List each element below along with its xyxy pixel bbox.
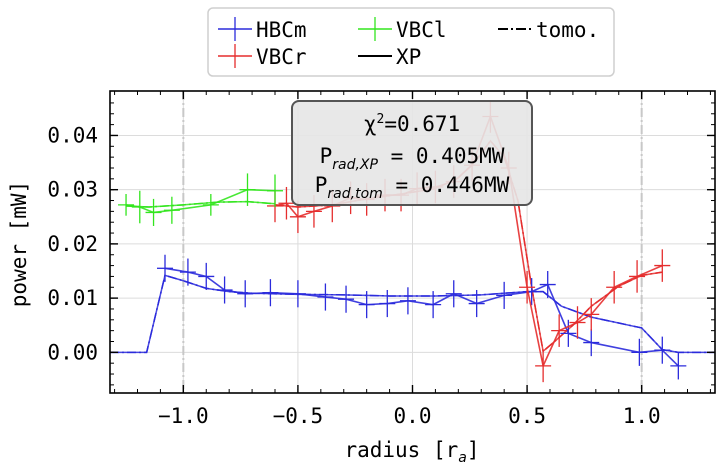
y-tick-label-0: 0.00 [47, 340, 98, 364]
legend-label-xp: XP [396, 45, 421, 69]
x-tick-label-4: 1.0 [623, 404, 661, 428]
y-tick-label-2: 0.02 [47, 232, 98, 256]
legend-label-hbcm: HBCm [256, 18, 307, 42]
x-tick-label-2: 0.0 [394, 404, 432, 428]
x-tick-label-3: 0.5 [508, 404, 546, 428]
axis-ticks [110, 91, 715, 393]
legend-label-vbcr: VBCr [256, 45, 307, 69]
y-tick-label-1: 0.01 [47, 286, 98, 310]
legend-item-tomo: tomo. [498, 18, 599, 42]
x-tick-label-1: −0.5 [273, 404, 324, 428]
legend: HBCm VBCr VBCl XP tomo. [207, 7, 615, 77]
annotation-box: χ2=0.671 Prad,XP = 0.405MW Prad,tom = 0.… [291, 100, 533, 206]
chi-square-label: χ2=0.671 [364, 112, 460, 136]
x-tick-label-0: −1.0 [158, 404, 209, 428]
series-vbcl [118, 173, 283, 227]
y-tick-label-3: 0.03 [47, 178, 98, 202]
fit-dashdot-0 [110, 274, 715, 354]
y-axis-label: power [mW] [7, 181, 31, 307]
x-axis-label: radius [ra] [344, 438, 479, 466]
reference-lines [182, 91, 643, 393]
legend-item-hbcm: HBCm [218, 17, 307, 42]
legend-item-xp: XP [358, 45, 421, 69]
prad-xp-label: Prad,XP = 0.405MW [320, 144, 505, 173]
prad-tomo-label: Prad,tom = 0.446MW [315, 173, 510, 202]
series-hbcm [157, 254, 687, 380]
legend-label-vbcl: VBCl [396, 18, 447, 42]
legend-item-vbcr: VBCr [218, 44, 307, 69]
legend-label-tomo: tomo. [536, 18, 599, 42]
tick-labels: −1.0 −0.5 0.0 0.5 1.0 0.00 0.01 0.02 0.03 0.04 [47, 123, 660, 428]
y-tick-label-4: 0.04 [47, 123, 98, 147]
legend-item-vbcl: VBCl [358, 17, 447, 42]
